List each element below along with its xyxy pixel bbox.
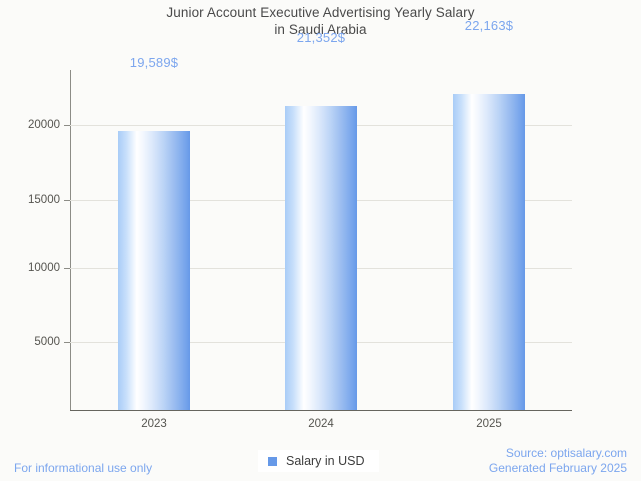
x-tick-label-2024: 2024 xyxy=(308,418,334,430)
tick-mark-15000 xyxy=(64,200,70,201)
tick-mark-10000 xyxy=(64,268,70,269)
value-label-2025: 22,163$ xyxy=(464,18,514,34)
y-tick-label-5000: 5000 xyxy=(34,336,60,348)
bar-2023[interactable] xyxy=(118,130,190,410)
y-tick-label-15000: 15000 xyxy=(28,194,60,206)
value-label-2024: 21,352$ xyxy=(296,29,346,45)
x-tick-label-2023: 2023 xyxy=(141,418,167,430)
y-tick-label-10000: 10000 xyxy=(28,262,60,274)
legend-label-salary-in-usd: Salary in USD xyxy=(286,454,365,468)
footer-source-block: Source: optisalary.com Generated Februar… xyxy=(489,446,627,475)
footer-source: Source: optisalary.com xyxy=(505,446,627,460)
chart-title-line-1: Junior Account Executive Advertising Yea… xyxy=(166,5,475,20)
tick-mark-20000 xyxy=(64,125,70,126)
chart-title: Junior Account Executive Advertising Yea… xyxy=(0,4,641,38)
legend-swatch-icon xyxy=(268,456,277,466)
plot-area: 20000 15000 10000 5000 xyxy=(28,70,572,410)
value-label-2023: 19,589$ xyxy=(129,54,179,70)
bar-2025[interactable] xyxy=(453,94,525,410)
x-tick-label-2025: 2025 xyxy=(476,418,502,430)
tick-mark-5000 xyxy=(64,342,70,343)
footer-disclaimer: For informational use only xyxy=(14,461,153,475)
x-axis-line xyxy=(70,410,572,411)
bar-2024[interactable] xyxy=(285,105,357,410)
chart-legend: Salary in USD xyxy=(258,450,379,472)
y-axis-line xyxy=(70,70,71,411)
y-tick-label-20000: 20000 xyxy=(28,119,60,131)
chart-title-line-2: in Saudi Arabia xyxy=(274,22,367,37)
footer-generated: Generated February 2025 xyxy=(488,460,627,475)
